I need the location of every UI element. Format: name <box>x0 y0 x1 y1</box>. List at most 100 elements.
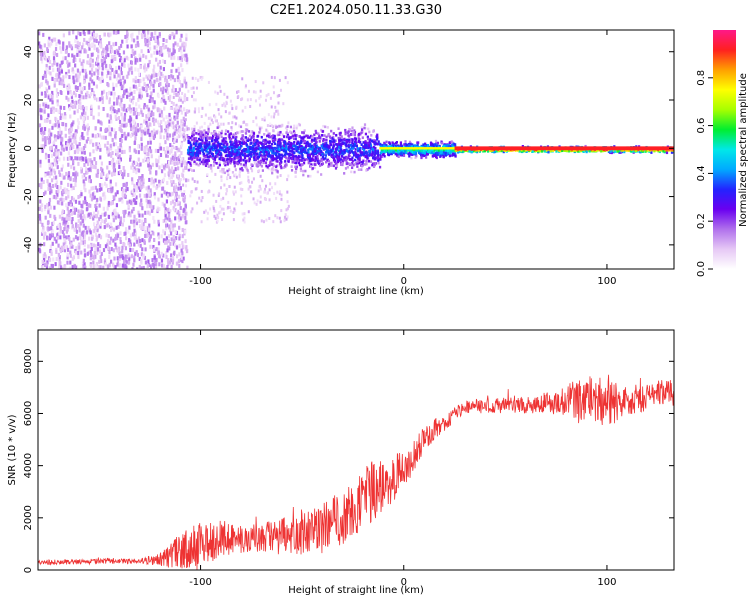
spectrogram-cell <box>105 63 108 68</box>
spectrogram-cell <box>178 181 181 186</box>
spectrogram-cell <box>322 137 325 141</box>
spectrogram-cell <box>214 90 217 94</box>
spectrogram-cell <box>43 130 46 135</box>
spectrogram-cell <box>67 191 70 196</box>
spectrogram-cell <box>103 32 106 37</box>
spectrogram-cell <box>82 95 85 100</box>
spectrogram-cell <box>173 159 176 164</box>
spectrogram-cell <box>127 71 130 76</box>
spectrogram-cell <box>147 228 150 233</box>
spectrogram-cell <box>111 137 114 142</box>
spectrogram-cell <box>254 158 257 162</box>
spectrogram-cell <box>224 137 227 140</box>
spectrogram-cell <box>102 135 106 140</box>
spectrogram-cell <box>160 120 163 125</box>
spectrogram-cell <box>70 196 74 201</box>
spectrogram-cell <box>44 204 47 209</box>
spectrogram-cell <box>294 155 297 158</box>
spectrogram-cell <box>236 90 239 94</box>
spectrogram-cell <box>142 226 145 231</box>
spectrogram-cell <box>148 164 151 169</box>
spectrogram-cell <box>193 179 196 183</box>
spectrogram-cell <box>305 134 308 138</box>
spectrogram-cell <box>50 189 53 194</box>
spectrogram-cell <box>56 102 59 107</box>
spectrogram-cell <box>139 187 142 192</box>
spectrogram-cell <box>123 79 127 84</box>
spectrogram-cell <box>151 118 155 123</box>
spectrogram-cell <box>143 82 146 87</box>
spectrogram-cell <box>228 157 232 160</box>
spectrogram-cell <box>181 157 184 161</box>
spectrogram-cell <box>68 106 71 111</box>
spectrogram-cell <box>148 36 151 41</box>
spectrogram-cell <box>343 137 346 141</box>
spectrogram-cell <box>196 145 200 149</box>
spectrogram-cell <box>164 213 167 218</box>
spectrogram-cell <box>110 153 113 158</box>
spectrogram-cell <box>201 106 204 110</box>
spectrogram-cell <box>213 209 216 213</box>
spectrogram-cell <box>80 105 83 110</box>
spectrogram-cell <box>177 200 180 204</box>
spectrogram-cell <box>46 236 49 241</box>
spectrogram-cell <box>55 160 59 165</box>
spectrogram-cell <box>80 169 83 174</box>
spectrogram-cell <box>258 131 261 134</box>
spectrogram-cell <box>152 128 156 133</box>
spectrogram-cell <box>184 215 187 220</box>
spectrogram-cell <box>98 183 102 188</box>
spectrogram-cell <box>238 124 241 128</box>
spectrogram-cell <box>77 50 80 55</box>
spectrogram-cell <box>74 156 77 161</box>
spectrogram-cell <box>145 55 148 60</box>
spectrogram-cell <box>149 149 153 154</box>
spectrogram-cell <box>307 148 310 152</box>
spectrogram-cell <box>74 139 77 144</box>
spectrogram-cell <box>150 53 153 58</box>
spectrogram-cell <box>43 118 47 123</box>
spectrogram-cell <box>60 151 63 156</box>
spectrogram-cell <box>75 129 78 134</box>
spectrogram-cell <box>279 220 282 224</box>
spectrogram-cell <box>59 63 62 68</box>
spectrogram-cell <box>276 125 279 129</box>
spectrogram-cell <box>44 152 48 157</box>
spectrogram-cell <box>94 134 97 139</box>
spectrogram-cell <box>198 146 202 149</box>
spectrogram-cell <box>275 109 278 113</box>
spectrogram-cell <box>274 105 277 109</box>
spectrogram-cell <box>242 140 245 144</box>
spectrogram-cell <box>351 151 354 154</box>
spectrogram-cell <box>210 147 213 150</box>
spectrogram-cell <box>144 131 147 136</box>
spectrogram-cell <box>161 73 164 78</box>
spectrogram-cell <box>191 76 194 80</box>
spectrogram-cell <box>147 262 151 267</box>
spectrogram-cell <box>261 155 264 159</box>
spectrogram-cell <box>333 150 336 154</box>
spectrogram-cell <box>123 63 126 68</box>
spectrogram-cell <box>50 164 53 169</box>
spectrogram-cell <box>370 153 373 156</box>
spectrogram-cell <box>133 258 136 263</box>
spectrogram-cell <box>339 158 342 161</box>
spectrogram-cell <box>60 130 63 135</box>
spectrogram-cell <box>252 132 256 135</box>
spectrogram-cell <box>265 157 268 161</box>
spectrogram-cell <box>240 144 243 148</box>
spectrogram-cell <box>159 52 162 57</box>
spectrogram-cell <box>98 34 102 39</box>
spectrogram-cell <box>46 171 49 176</box>
spectrogram-cell <box>241 187 244 191</box>
spectrogram-cell <box>88 82 91 87</box>
spectrogram-cell <box>96 60 99 65</box>
spectrogram-cell <box>83 49 86 54</box>
spectrogram-cell <box>172 43 175 48</box>
spectrogram-cell <box>362 153 365 156</box>
spectrogram-cell <box>376 154 380 157</box>
spectrogram-cell <box>48 136 52 141</box>
spectrogram-cell <box>254 90 257 94</box>
spectrogram-cell <box>119 254 122 259</box>
spectrogram-cell <box>145 83 148 88</box>
